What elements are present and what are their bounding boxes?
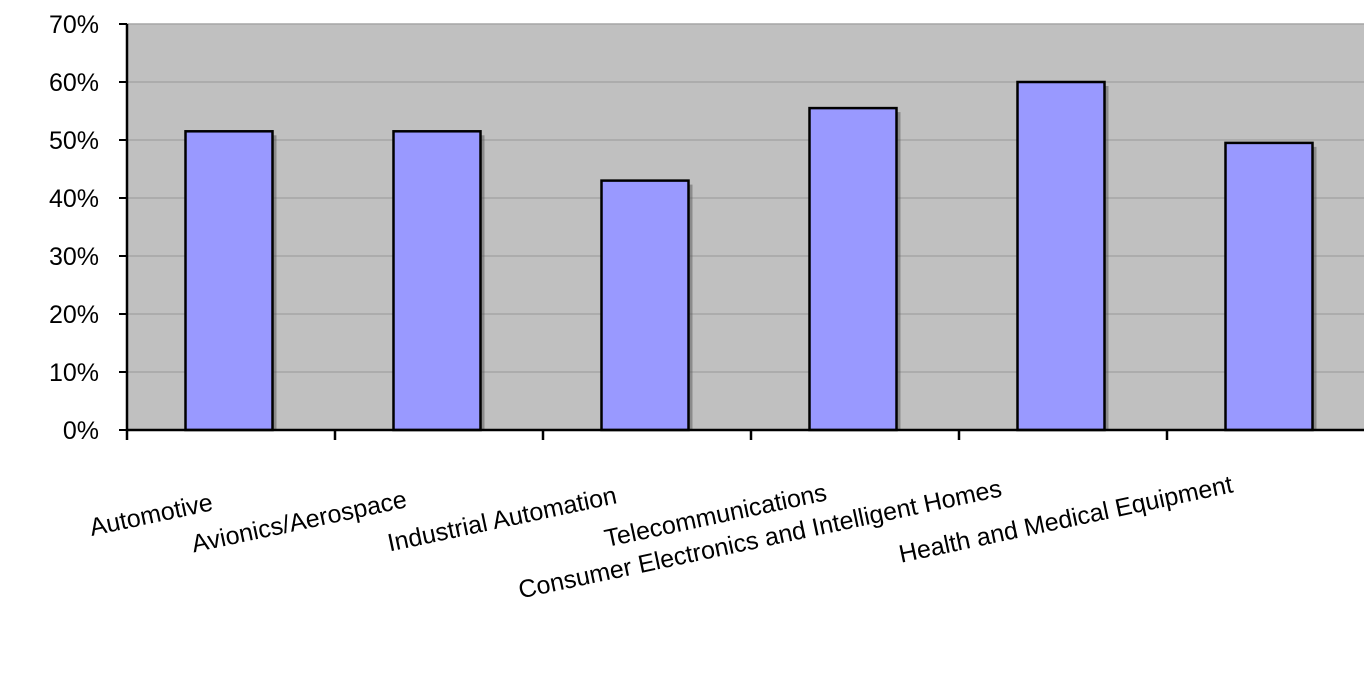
bar (1016, 80, 1106, 432)
y-tick-label: 30% (49, 243, 99, 271)
y-axis-ticks: 0% 10% 20% 30% 40% 50% 60% 70% (49, 11, 127, 445)
plot-area (127, 24, 1364, 430)
x-axis-ticks (125, 430, 1169, 440)
y-tick-label: 40% (49, 185, 99, 213)
y-tick-label: 10% (49, 359, 99, 387)
gridlines (127, 23, 1364, 373)
bar (392, 130, 482, 432)
bar (1224, 141, 1314, 432)
y-tick-label: 20% (49, 301, 99, 329)
bar (184, 130, 274, 432)
x-category-label: Industrial Automation (385, 481, 619, 557)
y-tick-label: 0% (63, 417, 99, 445)
x-category-label: Avionics/Aerospace (189, 485, 409, 558)
y-tick-label: 50% (49, 127, 99, 155)
bar (808, 106, 898, 432)
bar (600, 179, 690, 432)
y-tick-label: 70% (49, 11, 99, 39)
bars (184, 80, 1317, 432)
y-tick-label: 60% (49, 69, 99, 97)
